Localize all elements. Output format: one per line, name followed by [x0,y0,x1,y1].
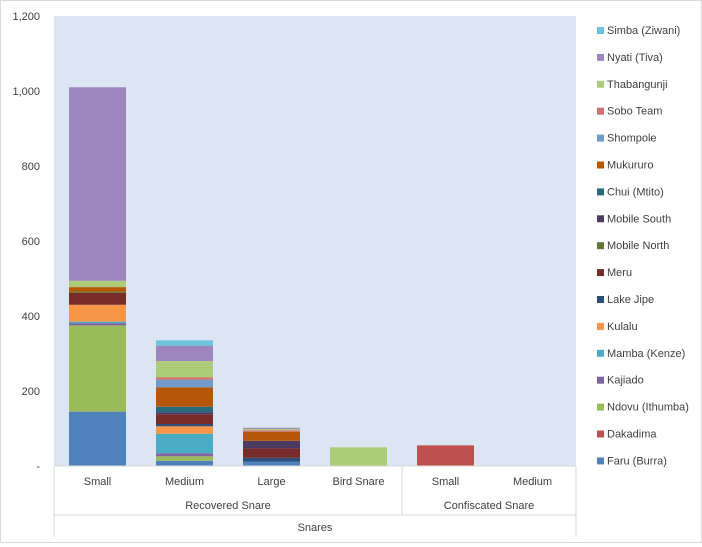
bar-segment [69,304,126,322]
y-tick-label: 400 [22,311,40,323]
bar-segment [69,325,126,412]
legend-swatch [597,53,604,61]
bar-segment [156,406,213,413]
x-group-label: Recovered Snare [185,500,271,512]
bar-segment [243,431,300,441]
legend-label: Kajiado [607,375,644,387]
legend-swatch [597,269,604,277]
bar-segment [417,445,474,466]
bar-segment [69,292,126,305]
legend-label: Mobile North [607,240,669,252]
legend-label: Ndovu (Ithumba) [607,402,689,414]
bar-segment [69,411,126,466]
bar-segment [243,427,300,429]
y-tick-label: 200 [22,386,40,398]
legend-swatch [597,296,604,303]
bar-segment [69,321,126,324]
y-tick-label: 600 [22,236,40,248]
legend-swatch [597,80,604,88]
legend-label: Meru [607,267,632,279]
legend-label: Nyati (Tiva) [607,52,663,64]
bar-segment [69,287,126,292]
legend-swatch [597,457,604,465]
bar-segment [156,426,213,434]
bar-segment [156,453,213,457]
legend-swatch [597,403,604,411]
legend-label: Sobo Team [607,106,662,118]
bar-segment [243,461,300,466]
bar-segment [156,424,213,427]
legend-swatch [597,242,604,250]
legend-swatch [597,188,604,196]
legend-label: Dakadima [607,429,657,441]
bar-segment [243,457,300,462]
bar-segment [156,414,213,424]
legend-label: Simba (Ziwani) [607,25,680,37]
x-tick-label: Medium [513,476,552,488]
bar-segment [69,280,126,288]
legend-label: Lake Jipe [607,294,654,306]
x-tick-label: Large [257,476,285,488]
y-tick-label: - [36,461,40,473]
bar-segment [156,456,213,461]
x-tick-label: Small [432,476,460,488]
legend-swatch [597,349,604,357]
bar-segment [243,440,300,449]
x-tick-label: Small [84,476,112,488]
bar-segment [156,460,213,466]
bar-segment [69,323,126,326]
plot-area [54,16,576,466]
x-group-label: Confiscated Snare [444,500,535,512]
legend-label: Kulalu [607,321,638,333]
y-tick-label: 800 [22,161,40,173]
legend-label: Mukururo [607,160,653,172]
legend-swatch [597,322,604,330]
bar-segment [156,361,213,378]
bar-segment [156,412,213,415]
bar-segment [156,379,213,388]
y-tick-label: 1,000 [12,86,40,98]
legend-swatch [597,430,604,438]
x-axis-title: Snares [298,522,333,534]
legend-label: Faru (Burra) [607,455,667,467]
legend-label: Mobile South [607,213,671,225]
legend-swatch [597,161,604,169]
bar-segment [69,291,126,293]
x-tick-label: Bird Snare [333,476,385,488]
x-tick-label: Medium [165,476,204,488]
legend-swatch [597,27,604,34]
legend-label: Mamba (Kenze) [607,348,685,360]
legend-label: Chui (Mtito) [607,186,664,198]
bar-segment [156,433,213,454]
legend-swatch [597,107,604,115]
y-tick-label: 1,200 [12,11,40,23]
bar-segment [156,387,213,407]
bar-segment [156,377,213,380]
bar-segment [243,430,300,432]
bar-segment [156,345,213,361]
bar-segment [243,448,300,458]
legend-label: Shompole [607,133,657,145]
bar-segment [69,87,126,281]
legend-swatch [597,376,604,384]
legend-label: Thabangunji [607,79,668,91]
legend-swatch [597,215,604,223]
bar-segment [243,428,300,431]
bar-segment [330,447,387,466]
legend-swatch [597,134,604,142]
bar-segment [156,340,213,346]
